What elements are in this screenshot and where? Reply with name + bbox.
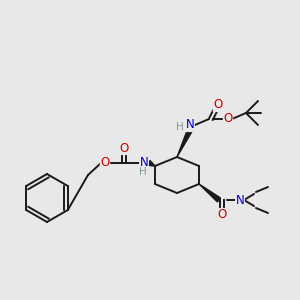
Polygon shape	[199, 184, 220, 202]
Text: N: N	[186, 118, 194, 131]
Text: N: N	[236, 194, 244, 206]
Text: O: O	[213, 98, 223, 112]
Text: H: H	[139, 167, 147, 177]
Text: O: O	[100, 157, 109, 169]
Text: N: N	[140, 157, 148, 169]
Text: H: H	[176, 122, 184, 132]
Polygon shape	[177, 129, 192, 157]
Text: O: O	[224, 112, 232, 125]
Text: O: O	[119, 142, 129, 154]
Text: O: O	[218, 208, 226, 221]
